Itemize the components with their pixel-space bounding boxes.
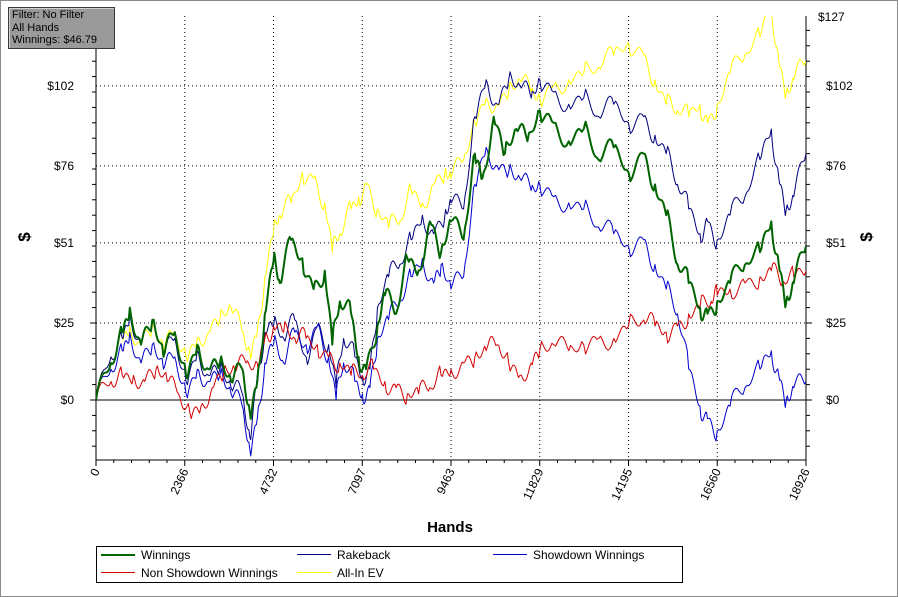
x-tick-label: 2366: [168, 466, 192, 496]
axes: [90, 16, 812, 466]
right-y-tick-label: $25: [826, 316, 846, 330]
legend-swatch: [101, 572, 135, 573]
series-line-winnings: [96, 109, 806, 420]
grid-lines: [96, 16, 806, 460]
left-y-tick-label: $51: [54, 236, 74, 250]
right-y-tick-label: $76: [826, 159, 846, 173]
legend-item-non-showdown-winnings: Non Showdown Winnings: [97, 565, 287, 581]
x-tick-label: 18926: [786, 466, 813, 502]
legend-swatch: [297, 572, 331, 573]
legend-swatch: [493, 554, 527, 555]
x-tick-label: 9463: [434, 466, 458, 496]
legend-item-rakeback: Rakeback: [293, 547, 483, 563]
x-tick-label: 0: [87, 466, 103, 478]
series-line-all-in-ev: [96, 16, 806, 401]
filter-info-box: Filter: No Filter All Hands Winnings: $4…: [8, 7, 115, 49]
x-tick-label: 11829: [520, 466, 547, 502]
series-lines: [96, 16, 806, 457]
x-tick-label: 7097: [345, 466, 369, 496]
chart-legend: Winnings Rakeback Showdown Winnings Non Sho…: [96, 546, 683, 583]
legend-label: Rakeback: [337, 548, 391, 562]
right-y-tick-label: $0: [826, 393, 840, 407]
series-line-non-showdown-winnings: [96, 262, 806, 420]
left-y-tick-label: $25: [54, 316, 74, 330]
winnings-total-label: Winnings: $46.79: [12, 34, 97, 46]
legend-label: Non Showdown Winnings: [141, 566, 278, 580]
x-tick-label: 16560: [697, 466, 724, 502]
hands-label: All Hands: [12, 21, 60, 34]
x-tick-label: 4732: [256, 466, 280, 496]
legend-item-all-in-ev: All-In EV: [293, 565, 483, 581]
legend-swatch: [101, 554, 135, 556]
left-y-tick-label: $0: [61, 393, 75, 407]
tick-labels: $0 $0 $25 $25 $51 $51 $76 $76 $102 $102 $127 0 2366 4…: [47, 10, 853, 503]
legend-item-winnings: Winnings: [97, 547, 287, 563]
left-y-tick-label: $102: [47, 79, 74, 93]
x-tick-label: 14195: [608, 466, 635, 502]
right-y-tick-label: $51: [826, 236, 846, 250]
legend-label: Showdown Winnings: [533, 548, 645, 562]
legend-label: Winnings: [141, 548, 191, 562]
filter-label: Filter: No Filter: [12, 9, 85, 21]
left-y-tick-label: $76: [54, 159, 74, 173]
legend-swatch: [297, 554, 331, 555]
y-axis-title-left: $: [15, 232, 34, 242]
legend-item-showdown-winnings: Showdown Winnings: [489, 547, 679, 563]
series-line-showdown-winnings: [96, 146, 806, 457]
x-axis-title: Hands: [427, 519, 473, 536]
y-axis-title-right: $: [857, 232, 876, 242]
right-y-top-label: $127: [818, 10, 845, 24]
right-y-tick-label: $102: [826, 79, 853, 93]
legend-label: All-In EV: [337, 566, 384, 580]
